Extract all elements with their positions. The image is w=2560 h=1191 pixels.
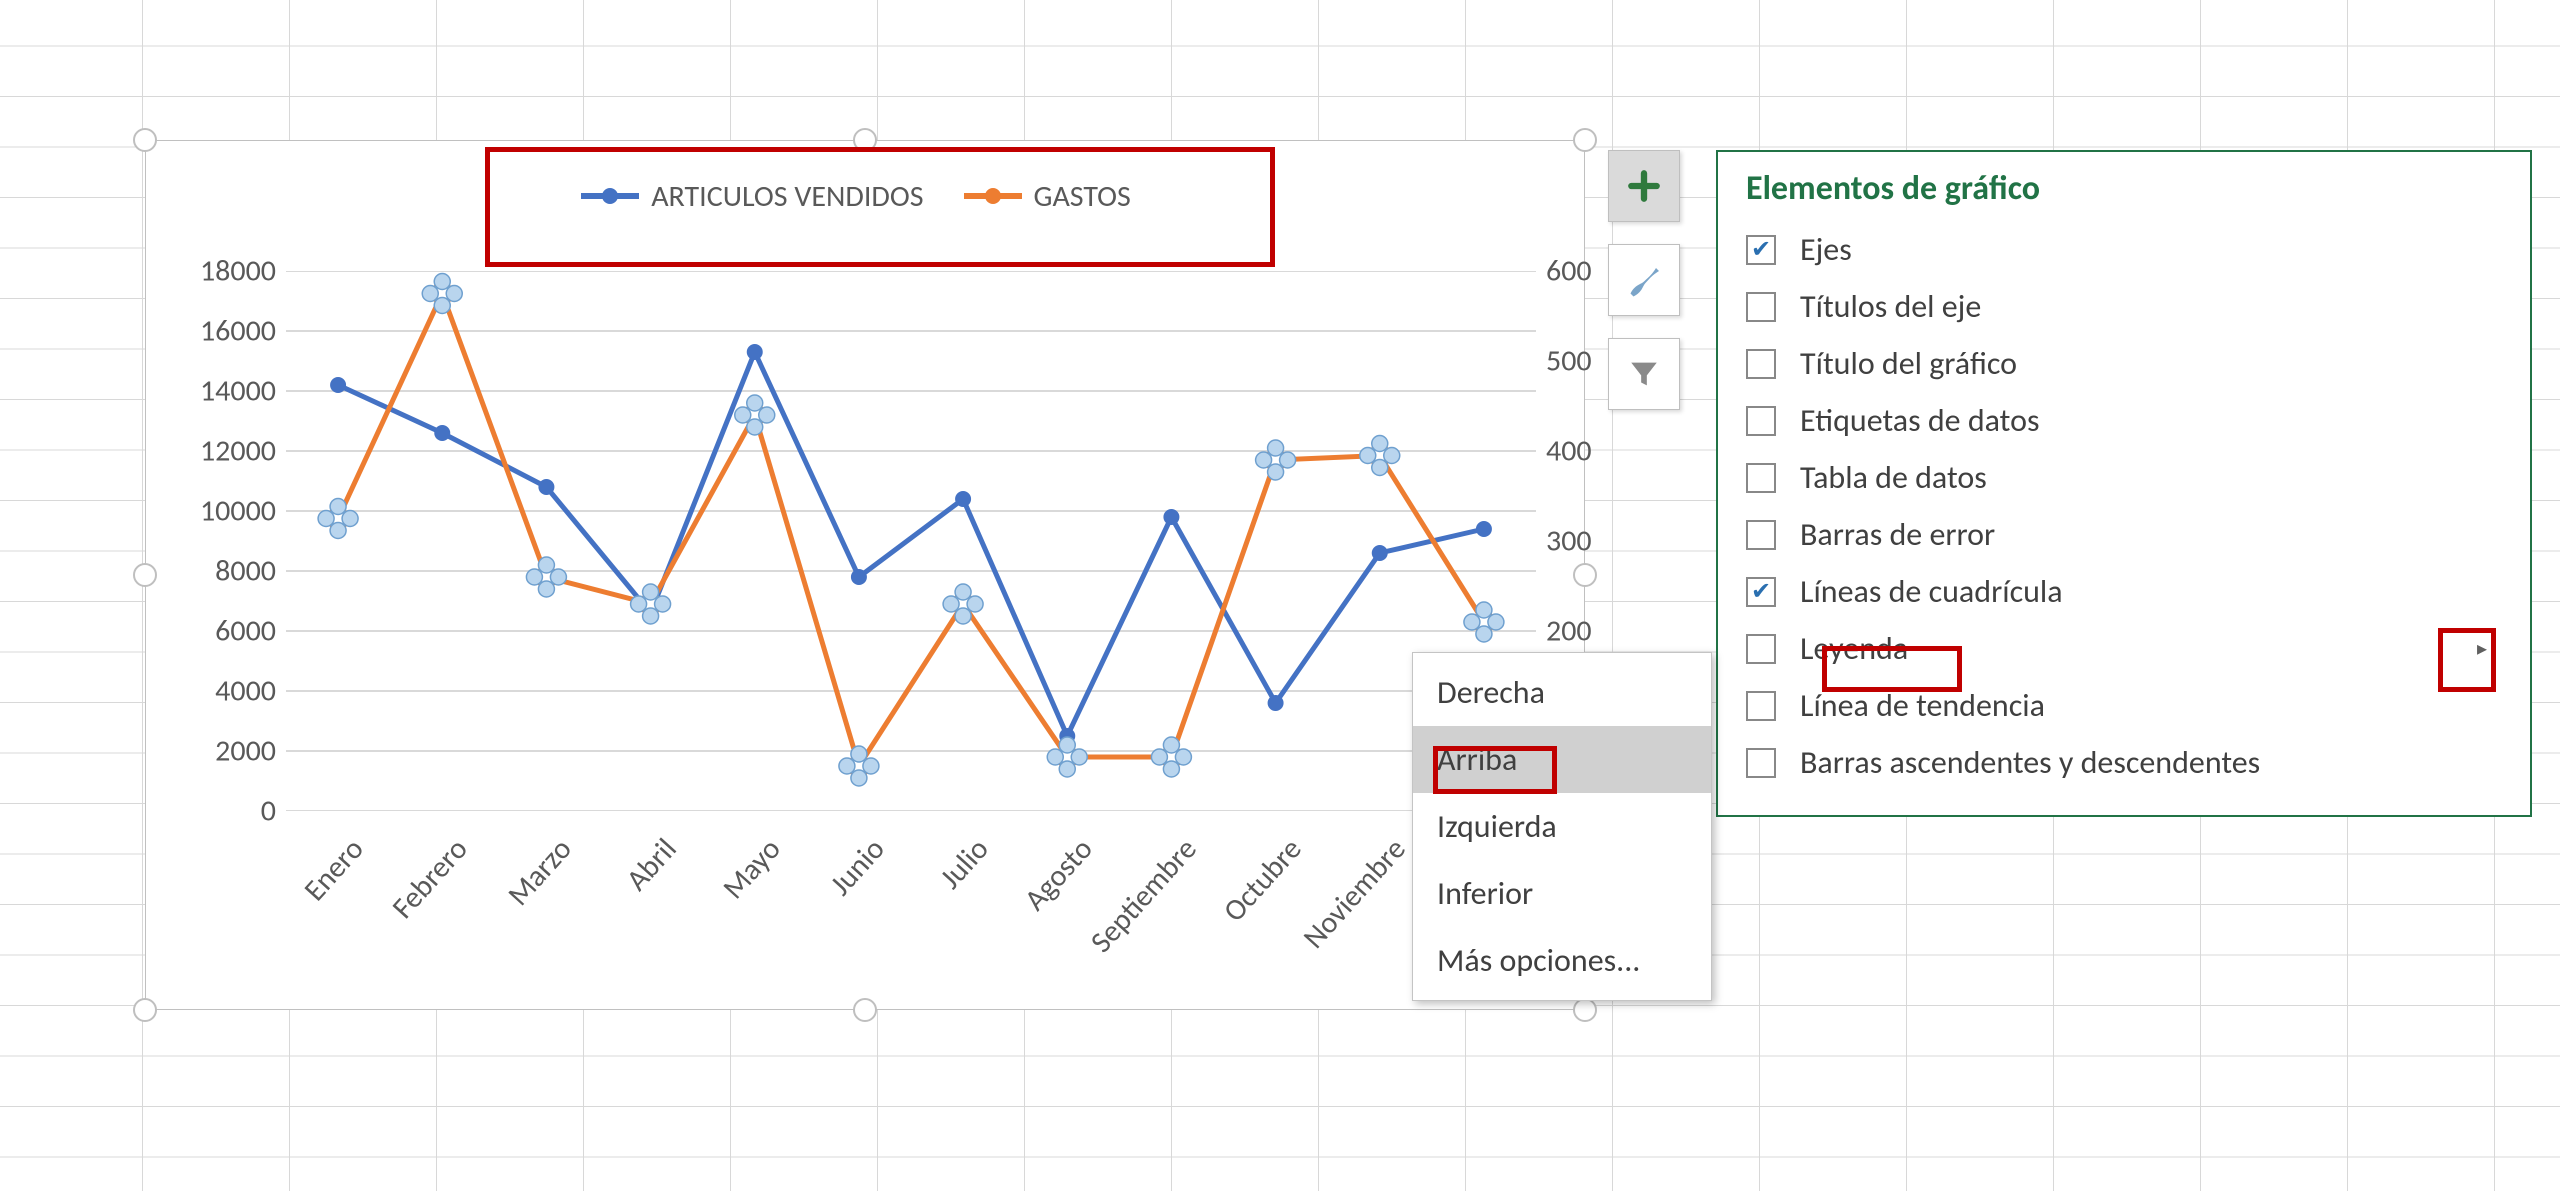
checkbox[interactable] xyxy=(1746,349,1776,379)
legend-label: GASTOS xyxy=(1034,178,1131,215)
chart-legend[interactable]: .legend-item:nth-child(1) .legend-swatch… xyxy=(501,164,1211,228)
chart-element-option[interactable]: Títulos del eje xyxy=(1746,278,2502,335)
y-left-tick: 14000 xyxy=(156,373,276,410)
checkbox[interactable] xyxy=(1746,406,1776,436)
chart-element-label: Barras de error xyxy=(1800,515,1995,554)
y-left-tick: 16000 xyxy=(156,313,276,350)
chart-object[interactable]: .legend-item:nth-child(1) .legend-swatch… xyxy=(145,140,1585,1010)
chart-element-option[interactable]: Línea de tendencia xyxy=(1746,677,2502,734)
checkbox[interactable] xyxy=(1746,577,1776,607)
selection-handle[interactable] xyxy=(1573,998,1597,1022)
y-left-tick: 4000 xyxy=(156,673,276,710)
chart-elements-button[interactable] xyxy=(1608,150,1680,222)
chart-element-option[interactable]: Barras ascendentes y descendentes xyxy=(1746,734,2502,791)
y-left-tick: 8000 xyxy=(156,553,276,590)
checkbox[interactable] xyxy=(1746,691,1776,721)
chart-element-option[interactable]: Barras de error xyxy=(1746,506,2502,563)
x-tick: Octubre xyxy=(1215,831,1309,929)
checkbox[interactable] xyxy=(1746,235,1776,265)
x-tick: Agosto xyxy=(1017,831,1101,918)
y-left-tick: 18000 xyxy=(156,253,276,290)
checkbox[interactable] xyxy=(1746,292,1776,322)
x-tick: Enero xyxy=(296,831,371,909)
chart-tools xyxy=(1608,150,1680,410)
legend-label: ARTICULOS VENDIDOS xyxy=(651,178,923,215)
selection-handle[interactable] xyxy=(1573,128,1597,152)
y-right-tick: 500 xyxy=(1546,343,1592,380)
legend-position-submenu: DerechaArribaIzquierdaInferiorMás opcion… xyxy=(1412,652,1712,1001)
legend-position-option[interactable]: Izquierda xyxy=(1413,793,1711,860)
chart-element-label: Líneas de cuadrícula xyxy=(1800,572,2063,611)
x-tick: Febrero xyxy=(385,831,476,926)
checkbox[interactable] xyxy=(1746,634,1776,664)
checkbox[interactable] xyxy=(1746,748,1776,778)
y-right-tick: 300 xyxy=(1546,523,1592,560)
legend-item-gastos[interactable]: .legend-item:nth-child(2) .legend-swatch… xyxy=(964,178,1131,215)
y-right-tick: 200 xyxy=(1546,613,1592,650)
y-left-tick: 6000 xyxy=(156,613,276,650)
legend-position-option[interactable]: Más opciones... xyxy=(1413,927,1711,994)
y-left-tick: 10000 xyxy=(156,493,276,530)
checkbox[interactable] xyxy=(1746,463,1776,493)
y-left-tick: 0 xyxy=(156,793,276,830)
chart-svg xyxy=(286,271,1536,811)
y-right-tick: 400 xyxy=(1546,433,1592,470)
x-tick: Mayo xyxy=(715,831,788,907)
selection-handle[interactable] xyxy=(853,128,877,152)
checkbox[interactable] xyxy=(1746,520,1776,550)
expand-caret-icon[interactable]: ▸ xyxy=(2462,629,2502,669)
plot-area[interactable]: 0200040006000800010000120001400016000180… xyxy=(286,271,1536,811)
chart-element-label: Leyenda xyxy=(1800,629,1908,668)
x-tick: Junio xyxy=(822,831,892,903)
legend-item-articulos[interactable]: .legend-item:nth-child(1) .legend-swatch… xyxy=(581,178,923,215)
x-tick: Julio xyxy=(932,831,996,897)
chart-element-label: Etiquetas de datos xyxy=(1800,401,2039,440)
chart-element-option[interactable]: Tabla de datos xyxy=(1746,449,2502,506)
chart-element-label: Línea de tendencia xyxy=(1800,686,2045,725)
y-right-tick: 600 xyxy=(1546,253,1592,290)
chart-filter-button[interactable] xyxy=(1608,338,1680,410)
selection-handle[interactable] xyxy=(133,128,157,152)
legend-swatch-gastos xyxy=(964,193,1022,199)
selection-handle[interactable] xyxy=(133,998,157,1022)
selection-handle[interactable] xyxy=(133,563,157,587)
y-left-tick: 2000 xyxy=(156,733,276,770)
chart-element-label: Barras ascendentes y descendentes xyxy=(1800,743,2260,782)
y-left-tick: 12000 xyxy=(156,433,276,470)
selection-handle[interactable] xyxy=(1573,563,1597,587)
chart-element-label: Ejes xyxy=(1800,230,1852,269)
chart-element-label: Título del gráfico xyxy=(1800,344,2017,383)
chart-element-option[interactable]: Etiquetas de datos xyxy=(1746,392,2502,449)
chart-element-label: Tabla de datos xyxy=(1800,458,1987,497)
x-tick: Septiembre xyxy=(1083,831,1205,960)
chart-element-option[interactable]: Título del gráfico xyxy=(1746,335,2502,392)
x-tick: Noviembre xyxy=(1295,831,1413,956)
x-tick: Abril xyxy=(618,831,684,898)
legend-position-option[interactable]: Inferior xyxy=(1413,860,1711,927)
chart-element-label: Títulos del eje xyxy=(1800,287,1981,326)
x-tick: Marzo xyxy=(501,831,580,913)
legend-swatch-articulos xyxy=(581,193,639,199)
chart-element-option[interactable]: Ejes xyxy=(1746,221,2502,278)
panel-title: Elementos de gráfico xyxy=(1746,168,2502,209)
legend-position-option[interactable]: Arriba xyxy=(1413,726,1711,793)
legend-position-option[interactable]: Derecha xyxy=(1413,659,1711,726)
selection-handle[interactable] xyxy=(853,998,877,1022)
chart-elements-panel: Elementos de gráfico Ejes Títulos del eje… xyxy=(1716,150,2532,817)
chart-element-option[interactable]: Leyenda ▸ xyxy=(1746,620,2502,677)
chart-styles-button[interactable] xyxy=(1608,244,1680,316)
chart-element-option[interactable]: Líneas de cuadrícula xyxy=(1746,563,2502,620)
